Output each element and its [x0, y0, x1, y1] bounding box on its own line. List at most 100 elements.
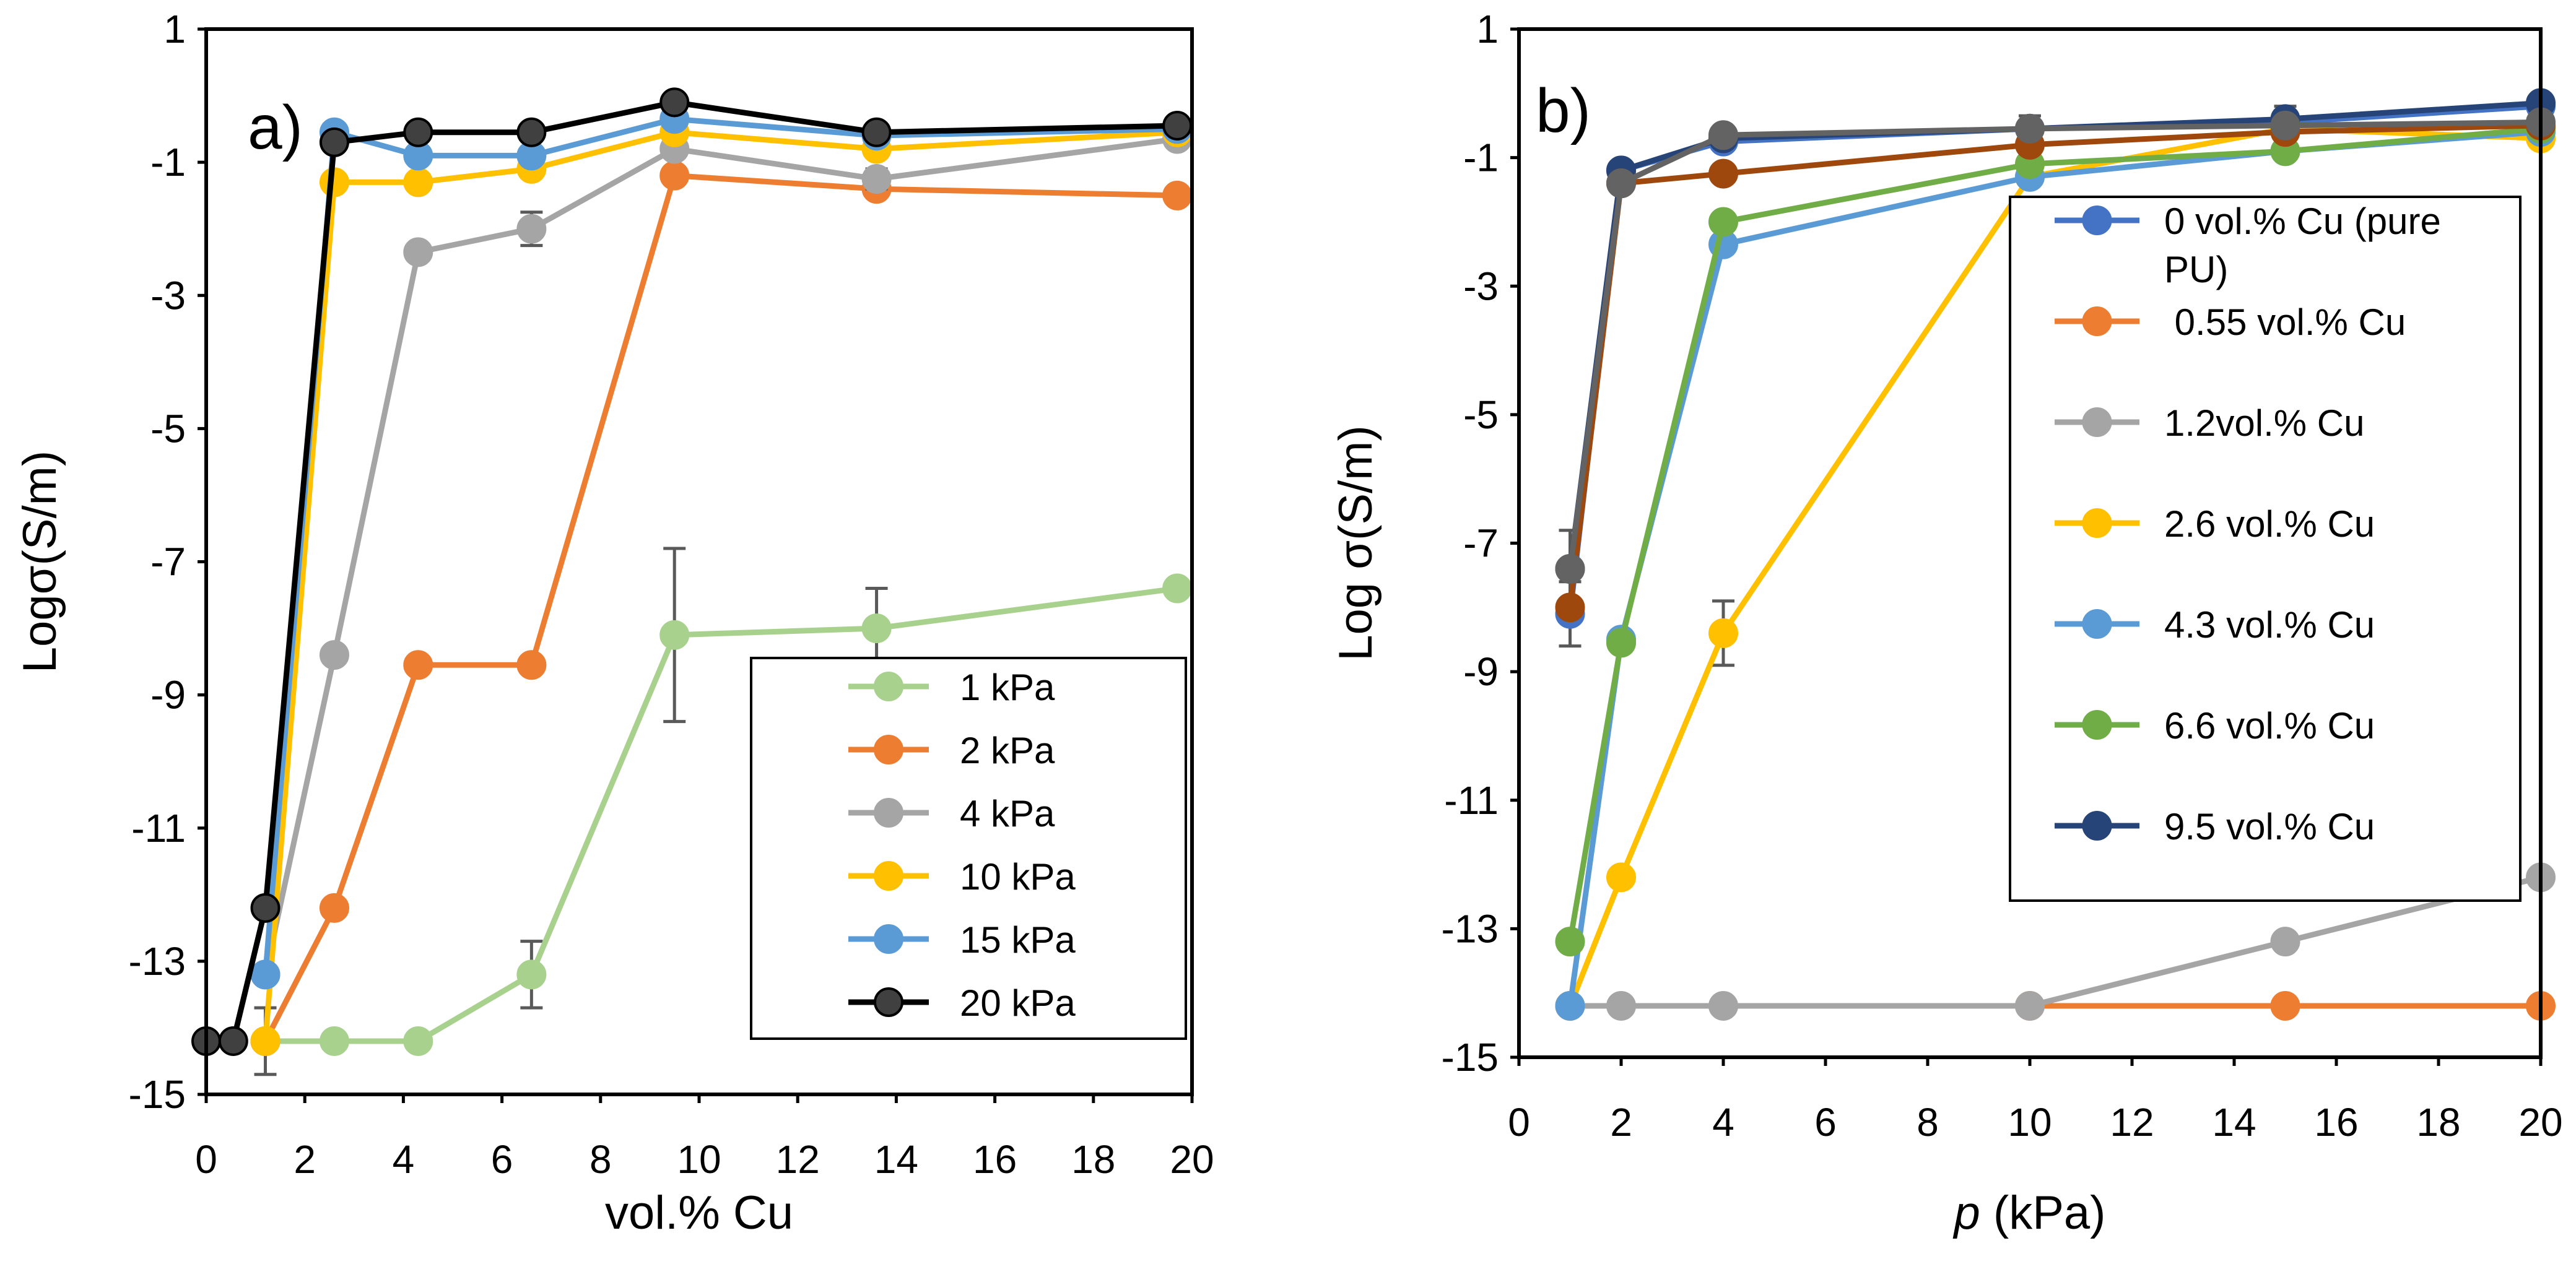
data-point [1708, 207, 1738, 237]
data-point [516, 214, 547, 244]
legend-label: 15 kPa [960, 919, 1076, 961]
legend-item: 0.55 vol.% Cu [2055, 301, 2406, 343]
x-tick-label: 18 [2416, 1100, 2460, 1145]
x-tick-label: 18 [1071, 1137, 1115, 1182]
data-point [861, 117, 892, 147]
data-point [1555, 990, 1585, 1021]
legend-label: 1.2vol.% Cu [2164, 402, 2365, 444]
legend-label: 10 kPa [960, 856, 1076, 898]
data-point [1708, 158, 1738, 189]
data-point [319, 1026, 349, 1056]
data-point [1606, 628, 1636, 658]
panel-a: 1 -1 -3 -5 -7 -9 -11 -13 -150 2 4 6 8 10 12 14 16 18 20 Log… [14, 7, 1214, 1239]
legend-item: 4 kPa [848, 793, 1055, 834]
legend-item: 2 kPa [848, 730, 1055, 771]
y-tick-label: -5 [150, 406, 186, 451]
y-axis-title: Log σ(S/m) [1329, 425, 1382, 661]
data-point [250, 893, 281, 923]
y-tick-label: -1 [1463, 136, 1499, 180]
legend-marker [874, 735, 903, 764]
x-tick-label: 4 [1712, 1100, 1734, 1145]
legend-marker [2082, 609, 2112, 639]
x-tick-label: 0 [1508, 1100, 1530, 1145]
legend-marker [2082, 206, 2112, 235]
data-point [2015, 113, 2045, 144]
legend-label: 4 kPa [960, 793, 1055, 834]
legend-item: 9.5 vol.% Cu [2055, 806, 2375, 847]
legend-label: 0.55 vol.% Cu [2164, 301, 2406, 343]
data-point [2270, 110, 2300, 141]
data-point [319, 127, 349, 157]
legend-label: 0 vol.% Cu (pure [2164, 201, 2441, 242]
x-tick-label: 20 [1170, 1137, 1214, 1182]
x-tick-label: 12 [776, 1137, 820, 1182]
x-tick-label: 0 [195, 1137, 217, 1182]
legend-label: 2 kPa [960, 730, 1055, 771]
y-tick-label: -3 [1463, 264, 1499, 308]
legend-marker [874, 798, 903, 828]
y-tick-label: -15 [129, 1072, 186, 1117]
data-point [2270, 990, 2300, 1021]
legend-marker [2082, 811, 2112, 841]
y-tick-label: -11 [1444, 778, 1499, 823]
data-point [218, 1026, 248, 1056]
y-tick-label: -11 [131, 806, 186, 851]
legend-item: 10 kPa [848, 856, 1076, 898]
legend-label: 1 kPa [960, 667, 1055, 708]
plot-frame [1517, 27, 2543, 1059]
legend-marker [874, 924, 903, 954]
legend-marker [2082, 407, 2112, 437]
y-tick-label: -13 [129, 939, 186, 984]
legend-item: 15 kPa [848, 919, 1076, 961]
legend-item: 1 kPa [848, 667, 1055, 708]
x-tick-label: 2 [294, 1137, 316, 1182]
data-point [861, 164, 892, 194]
data-point [1606, 862, 1636, 893]
x-axis-title-variable: p [1953, 1187, 1980, 1239]
data-point [1162, 180, 1193, 210]
series-8 [1555, 107, 2556, 584]
panel-label: b) [1536, 76, 1591, 145]
legend-label: PU) [2164, 249, 2228, 290]
x-tick-label: 10 [677, 1137, 721, 1182]
x-axis-title-unit: (kPa) [1980, 1187, 2106, 1239]
x-tick-label: 20 [2518, 1100, 2562, 1145]
x-tick-label: 4 [393, 1137, 415, 1182]
data-point [250, 959, 281, 990]
data-point [2015, 990, 2045, 1021]
legend-item: 0 vol.% Cu (pure PU) [2055, 201, 2441, 290]
series-5 [191, 87, 1193, 1056]
legend-box [750, 657, 1187, 1040]
x-axis-title: vol.% Cu [605, 1187, 793, 1239]
y-tick-label: -1 [150, 140, 186, 184]
x-tick-label: 12 [2110, 1100, 2154, 1145]
data-point [659, 160, 690, 191]
data-point [2270, 927, 2300, 957]
data-point [659, 620, 690, 650]
legend-label: 6.6 vol.% Cu [2164, 705, 2375, 747]
data-point [1606, 168, 1636, 199]
legend-marker [2082, 306, 2112, 336]
series-1 [2015, 990, 2556, 1021]
data-point [1555, 927, 1585, 957]
y-tick-label: 1 [1476, 7, 1499, 51]
data-point [1555, 554, 1585, 584]
legend-marker [2082, 710, 2112, 740]
x-axis-title: p (kPa) [1953, 1187, 2106, 1239]
y-tick-label: -15 [1442, 1035, 1499, 1080]
y-tick-label: -7 [150, 540, 186, 584]
y-tick-label: -9 [150, 673, 186, 717]
y-axis-title: Logσ(S/m) [14, 451, 66, 673]
y-tick-label: -9 [1463, 649, 1499, 694]
x-tick-label: 8 [1917, 1100, 1939, 1145]
data-point [403, 167, 433, 197]
data-point [861, 613, 892, 644]
legend-marker [874, 672, 903, 701]
legend-label: 4.3 vol.% Cu [2164, 604, 2375, 646]
data-point [1162, 110, 1193, 141]
legend-item: 4.3 vol.% Cu [2055, 604, 2375, 646]
legend-label: 20 kPa [960, 982, 1076, 1024]
legend-marker [874, 987, 903, 1017]
data-point [1162, 573, 1193, 604]
